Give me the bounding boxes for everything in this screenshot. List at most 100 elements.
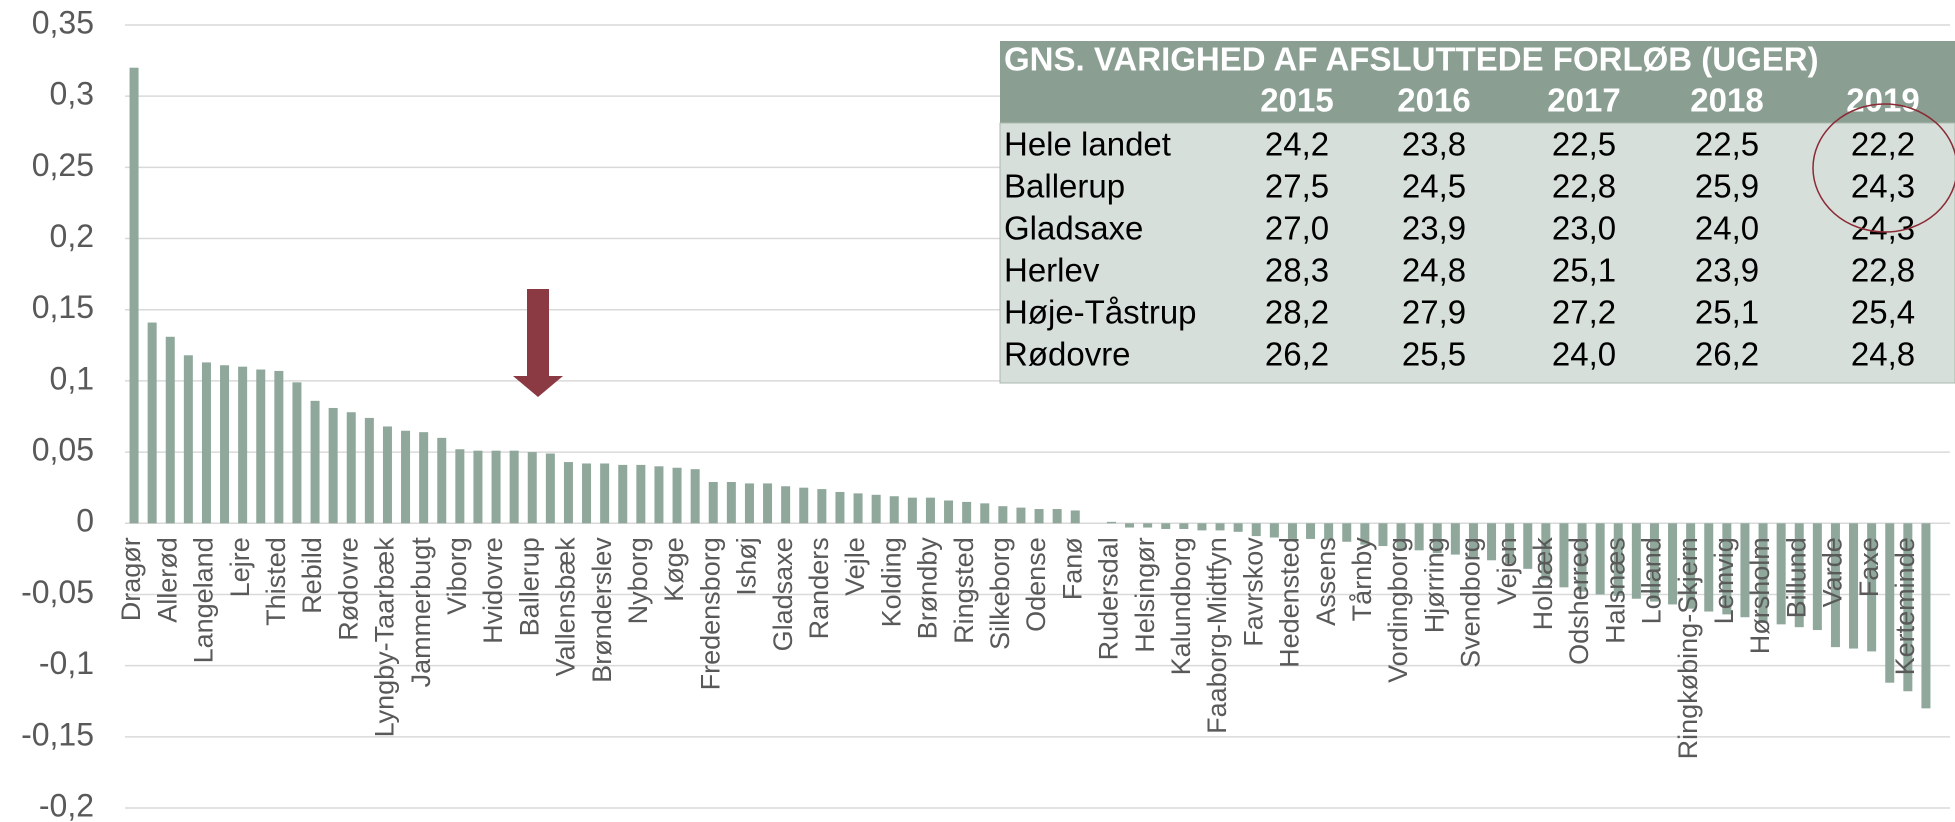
bar bbox=[1251, 523, 1261, 537]
bar bbox=[455, 449, 465, 524]
x-tick-label: Lolland bbox=[1637, 537, 1667, 624]
x-tick-label: Faxe bbox=[1854, 537, 1884, 597]
bar bbox=[1794, 523, 1804, 628]
bar bbox=[473, 450, 483, 524]
bar bbox=[1468, 523, 1478, 558]
table-cell: 24,5 bbox=[1402, 168, 1466, 205]
x-tick-label: Rødovre bbox=[333, 537, 363, 641]
table-cell: 23,0 bbox=[1552, 210, 1616, 247]
bar bbox=[165, 336, 175, 524]
table-cell: 22,8 bbox=[1851, 252, 1915, 289]
table-cell: 27,0 bbox=[1265, 210, 1329, 247]
y-tick-label: -0,1 bbox=[39, 645, 94, 681]
bar bbox=[401, 430, 411, 524]
bar bbox=[419, 432, 429, 524]
bar bbox=[545, 453, 555, 524]
x-tick-label: Ringsted bbox=[949, 537, 979, 644]
y-tick-label: 0,35 bbox=[32, 4, 94, 40]
table-cell: 23,9 bbox=[1695, 252, 1759, 289]
bar bbox=[1758, 523, 1768, 623]
bar bbox=[1125, 523, 1135, 528]
table-cell: 25,1 bbox=[1695, 294, 1759, 331]
bar bbox=[1505, 523, 1515, 564]
x-tick-label: Ishøj bbox=[732, 537, 762, 596]
bar bbox=[1414, 523, 1424, 551]
y-tick-label: 0,1 bbox=[50, 360, 94, 396]
bar bbox=[1704, 523, 1714, 612]
bar bbox=[1034, 509, 1044, 524]
x-tick-label: Billund bbox=[1781, 537, 1811, 618]
table-cell: 28,3 bbox=[1265, 252, 1329, 289]
table-column-header: 2017 bbox=[1547, 82, 1620, 119]
bar bbox=[962, 501, 972, 524]
x-tick-label: Lejre bbox=[225, 537, 255, 597]
bar bbox=[1197, 523, 1207, 531]
x-tick-label: Vallensbæk bbox=[551, 537, 581, 677]
x-tick-label: Silkeborg bbox=[985, 537, 1015, 650]
x-tick-label: Helsingør bbox=[1130, 537, 1160, 653]
y-tick-label: -0,15 bbox=[21, 716, 94, 752]
x-tick-label: Dragør bbox=[116, 537, 146, 621]
bar bbox=[1342, 523, 1352, 542]
bar bbox=[1830, 523, 1840, 648]
x-tick-label: Svendborg bbox=[1456, 537, 1486, 668]
bar bbox=[1885, 523, 1895, 683]
table-cell: 24,8 bbox=[1402, 252, 1466, 289]
bar bbox=[1016, 507, 1026, 524]
table-cell: 24,2 bbox=[1265, 126, 1329, 163]
table-cell: 24,0 bbox=[1695, 210, 1759, 247]
table-row-label: Ballerup bbox=[1004, 168, 1125, 205]
bar bbox=[292, 382, 302, 524]
bar bbox=[328, 407, 338, 524]
table-cell: 28,2 bbox=[1265, 294, 1329, 331]
bar bbox=[998, 506, 1008, 524]
x-tick-label: Tårnby bbox=[1347, 537, 1377, 622]
x-tick-label: Favrskov bbox=[1238, 537, 1268, 647]
bar bbox=[726, 481, 736, 524]
bar bbox=[220, 365, 230, 524]
bar bbox=[1215, 523, 1225, 531]
x-tick-label: Køge bbox=[659, 537, 689, 602]
x-tick-label: Brønderslev bbox=[587, 537, 617, 683]
table-cell: 23,9 bbox=[1402, 210, 1466, 247]
x-tick-label: Assens bbox=[1311, 537, 1341, 626]
table-title: GNS. VARIGHED AF AFSLUTTEDE FORLØB (UGER… bbox=[1004, 41, 1819, 78]
bar bbox=[817, 489, 827, 524]
bar bbox=[491, 450, 501, 524]
bar bbox=[1052, 509, 1062, 524]
y-tick-label: 0,3 bbox=[50, 76, 94, 112]
table-cell: 27,2 bbox=[1552, 294, 1616, 331]
x-tick-label: Langeland bbox=[189, 537, 219, 663]
bar bbox=[763, 483, 773, 524]
bar bbox=[364, 417, 374, 524]
bar bbox=[1269, 523, 1279, 538]
table-column-header: 2018 bbox=[1690, 82, 1763, 119]
table-row-label: Hele landet bbox=[1004, 126, 1171, 163]
bar bbox=[129, 67, 139, 524]
bar bbox=[1106, 521, 1116, 524]
x-tick-label: Kolding bbox=[876, 537, 906, 627]
x-tick-label: Nyborg bbox=[623, 537, 653, 624]
table-cell: 23,8 bbox=[1402, 126, 1466, 163]
bar bbox=[238, 366, 248, 524]
arrow bbox=[513, 289, 563, 397]
bar bbox=[1523, 523, 1533, 569]
x-tick-label: Vordingborg bbox=[1383, 537, 1413, 683]
bar bbox=[1740, 523, 1750, 618]
x-tick-label: Ballerup bbox=[514, 537, 544, 636]
bar bbox=[1722, 523, 1732, 615]
bar bbox=[744, 483, 754, 524]
table-cell: 22,5 bbox=[1695, 126, 1759, 163]
y-tick-label: 0,15 bbox=[32, 289, 94, 325]
bar bbox=[582, 463, 592, 524]
x-tick-label: Rebild bbox=[297, 537, 327, 614]
table-cell: 24,0 bbox=[1552, 336, 1616, 373]
bar bbox=[708, 481, 718, 524]
x-tick-label: Rudersdal bbox=[1094, 537, 1124, 660]
table-cell: 22,2 bbox=[1851, 126, 1915, 163]
y-tick-label: 0,2 bbox=[50, 218, 94, 254]
bar bbox=[907, 497, 917, 524]
x-tick-label: Fredensborg bbox=[695, 537, 725, 690]
table-cell: 25,5 bbox=[1402, 336, 1466, 373]
